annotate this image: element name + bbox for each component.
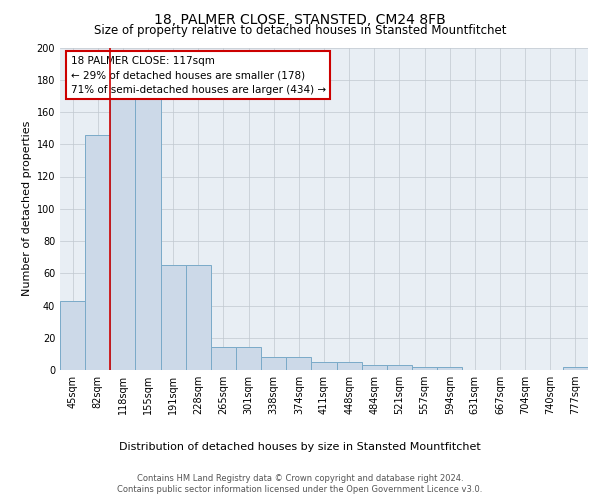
Bar	[437, 367, 462, 370]
Bar	[286, 357, 311, 370]
Text: Contains HM Land Registry data © Crown copyright and database right 2024.: Contains HM Land Registry data © Crown c…	[137, 474, 463, 483]
Text: 18, PALMER CLOSE, STANSTED, CM24 8FB: 18, PALMER CLOSE, STANSTED, CM24 8FB	[154, 12, 446, 26]
Bar	[236, 348, 261, 370]
Bar	[186, 265, 211, 370]
Y-axis label: Number of detached properties: Number of detached properties	[22, 121, 32, 296]
Text: 18 PALMER CLOSE: 117sqm
← 29% of detached houses are smaller (178)
71% of semi-d: 18 PALMER CLOSE: 117sqm ← 29% of detache…	[71, 56, 326, 95]
Bar	[563, 367, 588, 370]
Bar	[60, 300, 85, 370]
Bar	[261, 357, 286, 370]
Bar	[387, 365, 412, 370]
Bar	[337, 362, 362, 370]
Bar	[362, 365, 387, 370]
Bar	[311, 362, 337, 370]
Bar	[211, 348, 236, 370]
Bar	[161, 265, 186, 370]
Text: Distribution of detached houses by size in Stansted Mountfitchet: Distribution of detached houses by size …	[119, 442, 481, 452]
Bar	[136, 99, 161, 370]
Bar	[412, 367, 437, 370]
Bar	[110, 99, 136, 370]
Text: Contains public sector information licensed under the Open Government Licence v3: Contains public sector information licen…	[118, 485, 482, 494]
Bar	[85, 134, 110, 370]
Text: Size of property relative to detached houses in Stansted Mountfitchet: Size of property relative to detached ho…	[94, 24, 506, 37]
